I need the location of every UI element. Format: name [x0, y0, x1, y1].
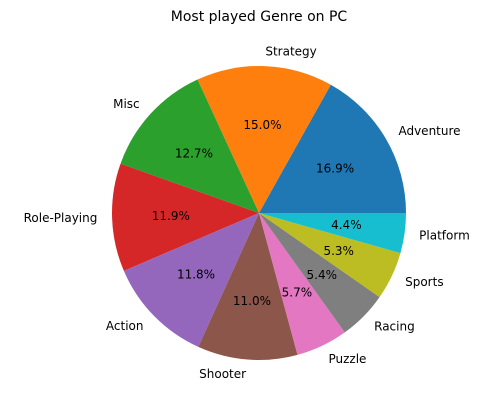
category-label-sports: Sports [405, 275, 443, 289]
percent-label-sports: 5.3% [323, 244, 354, 258]
category-label-shooter: Shooter [199, 367, 246, 381]
pie-slices [112, 66, 406, 361]
percent-label-strategy: 15.0% [243, 118, 281, 132]
percent-label-platform: 4.4% [331, 218, 362, 232]
percent-label-puzzle: 5.7% [282, 286, 313, 300]
category-labels: Adventure Strategy Misc Role-Playing Action S… [24, 44, 470, 381]
category-label-racing: Racing [374, 320, 415, 334]
percent-label-action: 11.8% [177, 268, 215, 282]
pie-slice-role-playing [112, 163, 259, 271]
pie-slice-shooter [198, 213, 298, 361]
category-label-puzzle: Puzzle [328, 352, 366, 366]
pie-slice-action [123, 213, 259, 347]
category-label-misc: Misc [113, 97, 140, 111]
category-label-strategy: Strategy [265, 44, 316, 58]
percent-label-misc: 12.7% [175, 146, 213, 160]
percent-label-adventure: 16.9% [316, 161, 354, 175]
category-label-adventure: Adventure [398, 124, 460, 138]
category-label-role-playing: Role-Playing [24, 211, 98, 225]
pie-slice-misc [120, 79, 260, 213]
pie-slice-sports [259, 213, 401, 298]
percent-label-shooter: 11.0% [233, 294, 271, 308]
pie-slice-adventure [259, 84, 406, 214]
category-label-platform: Platform [419, 228, 470, 242]
pie-slice-puzzle [259, 213, 345, 355]
percent-labels: 16.9% 15.0% 12.7% 11.9% 11.8% 11.0% 5.7% 5.4% 5.… [152, 118, 362, 308]
pie-slice-racing [259, 213, 380, 333]
percent-label-racing: 5.4% [307, 268, 338, 282]
chart-title: Most played Genre on PC [171, 9, 348, 25]
pie-slice-strategy [197, 66, 331, 214]
pie-slice-platform [259, 213, 406, 254]
category-label-action: Action [106, 319, 144, 333]
percent-label-role-playing: 11.9% [152, 209, 190, 223]
